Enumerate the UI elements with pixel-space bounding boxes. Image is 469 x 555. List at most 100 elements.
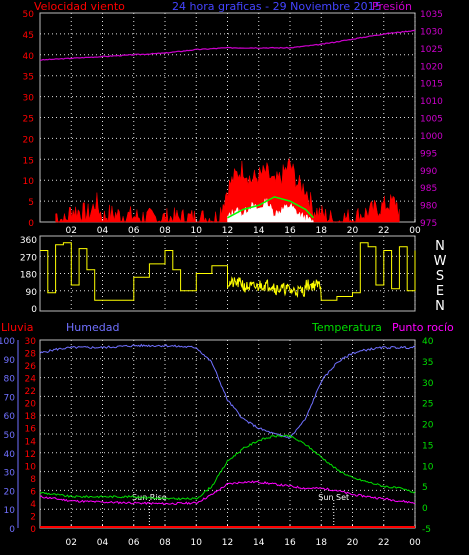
- wind-average-series: [227, 196, 314, 219]
- y-temp-tick-label: 35: [422, 358, 433, 368]
- x-tick-label: 16: [284, 538, 296, 548]
- y-rain-tick-label: 4: [30, 500, 36, 510]
- x-tick-label: 20: [347, 538, 359, 548]
- y-tick-label: 0: [31, 305, 37, 315]
- x-tick-label: 22: [378, 538, 389, 548]
- x-tick-label: 16: [284, 226, 296, 236]
- y-right-tick-label: 980: [420, 202, 437, 212]
- y-right-tick-label: 975: [420, 219, 437, 229]
- x-tick-label: 18: [316, 538, 328, 548]
- y-right-tick-label: 990: [420, 167, 437, 177]
- x-tick-label: 22: [378, 226, 389, 236]
- x-tick-label: 06: [128, 538, 140, 548]
- y-left-tick-label: 35: [23, 73, 34, 83]
- y-right-tick-label: 1025: [420, 45, 443, 55]
- x-tick-label: 14: [253, 538, 265, 548]
- y-rain-tick-label: 6: [30, 487, 36, 497]
- y-rain-tick-label: 26: [25, 362, 37, 372]
- y-rain-tick-label: 24: [25, 375, 37, 385]
- humidity-label: Humedad: [66, 321, 119, 334]
- y-rain-tick-label: 28: [25, 350, 37, 360]
- y-right-tick-label: 1035: [420, 10, 443, 20]
- wind-speed-label: Velocidad viento: [34, 0, 125, 13]
- x-tick-label: 08: [159, 226, 171, 236]
- y-humidity-tick-label: 30: [4, 469, 16, 479]
- x-tick-label: 06: [128, 226, 140, 236]
- y-rain-tick-label: 22: [25, 387, 36, 397]
- rain-label: Lluvia: [1, 321, 33, 334]
- x-tick-label: 14: [253, 226, 265, 236]
- y-left-tick-label: 40: [23, 52, 35, 62]
- x-tick-label: 20: [347, 226, 359, 236]
- chart-marks: 0510152025303540455097598098599099510001…: [0, 10, 447, 548]
- x-tick-label: 10: [191, 538, 203, 548]
- pressure-label: Presión: [372, 0, 412, 13]
- y-tick-label: 360: [20, 236, 37, 246]
- y-humidity-tick-label: 0: [9, 525, 15, 535]
- humidity-series: [39, 343, 416, 440]
- y-right-tick-label: 1000: [420, 132, 443, 142]
- y-temp-tick-label: 30: [422, 379, 434, 389]
- y-humidity-tick-label: 80: [4, 375, 16, 385]
- y-temp-tick-label: 0: [422, 504, 428, 514]
- x-tick-label: 10: [191, 226, 203, 236]
- x-tick-label: 04: [97, 226, 109, 236]
- y-temp-tick-label: 40: [422, 337, 434, 347]
- direction-label-n: N: [435, 299, 445, 314]
- y-temp-tick-label: 25: [422, 400, 433, 410]
- y-rain-tick-label: 16: [25, 425, 37, 435]
- y-rain-tick-label: 30: [25, 337, 37, 347]
- x-tick-label: 02: [66, 538, 77, 548]
- y-humidity-tick-label: 90: [4, 356, 16, 366]
- sun-event-label: Sun Set: [318, 493, 349, 502]
- y-rain-tick-label: 14: [25, 437, 37, 447]
- direction-label-w: W: [434, 254, 447, 269]
- pressure-series: [40, 29, 415, 61]
- y-left-tick-label: 20: [23, 135, 35, 145]
- y-humidity-tick-label: 10: [4, 506, 16, 516]
- y-right-tick-label: 1005: [420, 115, 443, 125]
- x-tick-label: 18: [316, 226, 328, 236]
- y-left-tick-label: 25: [23, 115, 34, 125]
- x-tick-label: 04: [97, 538, 109, 548]
- direction-label-s: S: [436, 269, 444, 284]
- y-humidity-tick-label: 60: [4, 412, 16, 422]
- y-right-tick-label: 1030: [420, 27, 443, 37]
- y-humidity-tick-label: 40: [4, 450, 16, 460]
- y-humidity-tick-label: 100: [0, 337, 15, 347]
- y-rain-tick-label: 12: [25, 450, 36, 460]
- y-rain-tick-label: 10: [25, 462, 37, 472]
- x-tick-label: 08: [159, 538, 171, 548]
- y-right-tick-label: 985: [420, 184, 437, 194]
- x-tick-label: 12: [222, 226, 233, 236]
- temperature-series: [39, 434, 416, 501]
- y-humidity-tick-label: 20: [4, 487, 16, 497]
- y-humidity-tick-label: 70: [4, 393, 16, 403]
- y-temp-tick-label: 5: [422, 483, 428, 493]
- x-tick-label: 12: [222, 538, 233, 548]
- y-right-tick-label: 1020: [420, 62, 443, 72]
- y-tick-label: 270: [20, 253, 37, 263]
- y-humidity-tick-label: 50: [4, 431, 16, 441]
- y-left-tick-label: 15: [23, 156, 34, 166]
- direction-label-n: N: [435, 239, 445, 254]
- wind-speed-series: [55, 157, 400, 223]
- temperature-label: Temperatura: [311, 321, 382, 334]
- y-tick-label: 180: [20, 271, 37, 281]
- y-temp-tick-label: -5: [422, 525, 431, 535]
- y-rain-tick-label: 2: [30, 512, 36, 522]
- x-tick-label: 00: [409, 538, 421, 548]
- y-left-tick-label: 5: [28, 198, 34, 208]
- y-right-tick-label: 1010: [420, 97, 443, 107]
- y-temp-tick-label: 20: [422, 421, 434, 431]
- y-temp-tick-label: 15: [422, 441, 433, 451]
- y-left-tick-label: 30: [23, 94, 35, 104]
- y-tick-label: 90: [26, 288, 38, 298]
- y-left-tick-label: 10: [23, 177, 35, 187]
- y-right-tick-label: 1015: [420, 80, 443, 90]
- y-rain-tick-label: 8: [30, 475, 36, 485]
- y-rain-tick-label: 20: [25, 400, 37, 410]
- gust-series: [227, 198, 314, 223]
- dewpoint-series: [39, 480, 416, 506]
